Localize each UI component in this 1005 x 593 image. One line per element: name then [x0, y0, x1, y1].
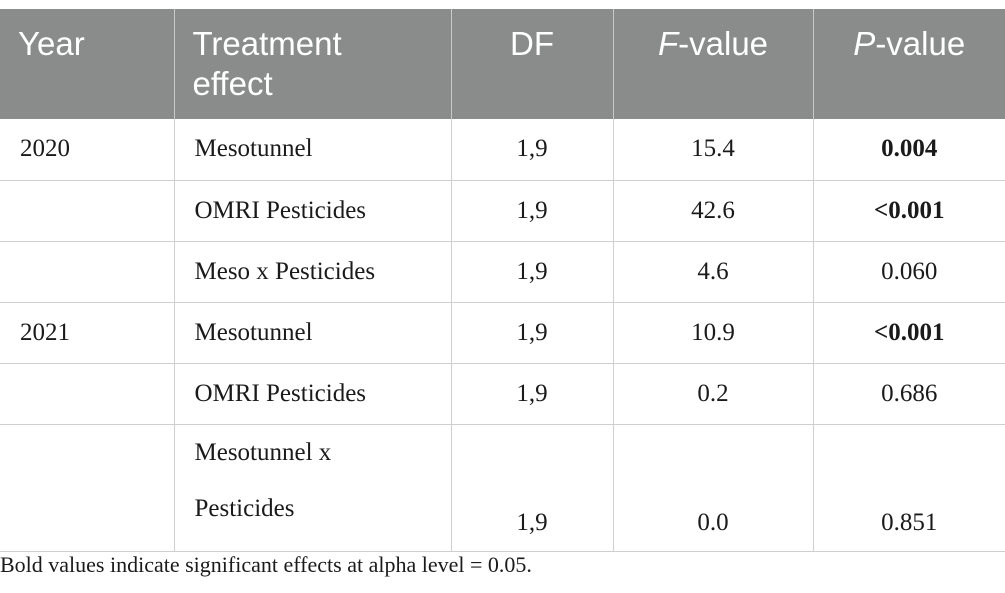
- cell-year: [0, 241, 175, 303]
- header-f-rest: -value: [678, 25, 769, 62]
- cell-f-value: 0.0: [613, 424, 814, 552]
- table-row: OMRI Pesticides 1,9 0.2 0.686: [0, 363, 1005, 425]
- cell-treatment-line1: Mesotunnel x: [194, 438, 332, 466]
- header-treatment-line1: Treatment: [192, 25, 342, 62]
- cell-p-value: 0.060: [813, 241, 1005, 303]
- cell-df: 1,9: [451, 363, 614, 425]
- cell-df: 1,9: [451, 180, 614, 242]
- table-row: 2020 Mesotunnel 1,9 15.4 0.004: [0, 119, 1005, 181]
- cell-p-value: 0.004: [813, 119, 1005, 181]
- table-row: Meso x Pesticides 1,9 4.6 0.060: [0, 241, 1005, 303]
- cell-treatment: OMRI Pesticides: [174, 363, 452, 425]
- header-f-value: F-value: [613, 9, 814, 119]
- header-p-italic: P: [853, 25, 876, 62]
- cell-p-value: 0.686: [813, 363, 1005, 425]
- cell-treatment: Mesotunnel x Pesticides: [174, 424, 452, 552]
- header-df: DF: [451, 9, 614, 119]
- table-row: 2021 Mesotunnel 1,9 10.9 <0.001: [0, 302, 1005, 364]
- cell-treatment: Mesotunnel: [174, 119, 452, 181]
- header-treatment-effect: Treatment effect: [174, 9, 452, 119]
- cell-year: 2020: [0, 119, 175, 181]
- cell-f-value: 42.6: [613, 180, 814, 242]
- header-f-italic: F: [657, 25, 679, 62]
- cell-treatment: Mesotunnel: [174, 302, 452, 364]
- cell-f-value: 4.6: [613, 241, 814, 303]
- header-p-value: P-value: [813, 9, 1005, 119]
- cell-year: 2021: [0, 302, 175, 364]
- cell-df: 1,9: [451, 424, 614, 552]
- results-table: Year Treatment effect DF F-value P-value…: [0, 9, 1005, 552]
- cell-treatment: OMRI Pesticides: [174, 180, 452, 242]
- cell-year: [0, 180, 175, 242]
- table-row: Mesotunnel x Pesticides 1,9 0.0 0.851: [0, 424, 1005, 552]
- header-year: Year: [0, 9, 175, 119]
- cell-treatment: Meso x Pesticides: [174, 241, 452, 303]
- header-row: Year Treatment effect DF F-value P-value: [0, 9, 1005, 119]
- cell-p-value: <0.001: [813, 180, 1005, 242]
- cell-f-value: 10.9: [613, 302, 814, 364]
- header-p-rest: -value: [875, 25, 966, 62]
- header-treatment-line2: effect: [192, 65, 273, 102]
- cell-df: 1,9: [451, 241, 614, 303]
- cell-f-value: 0.2: [613, 363, 814, 425]
- cell-f-value: 15.4: [613, 119, 814, 181]
- cell-year: [0, 424, 175, 552]
- cell-treatment-line2: Pesticides: [194, 494, 295, 522]
- cell-p-value: <0.001: [813, 302, 1005, 364]
- cell-year: [0, 363, 175, 425]
- table-row: OMRI Pesticides 1,9 42.6 <0.001: [0, 180, 1005, 242]
- cell-p-value: 0.851: [813, 424, 1005, 552]
- cell-df: 1,9: [451, 119, 614, 181]
- table-footnote: Bold values indicate significant effects…: [0, 552, 532, 577]
- cell-df: 1,9: [451, 302, 614, 364]
